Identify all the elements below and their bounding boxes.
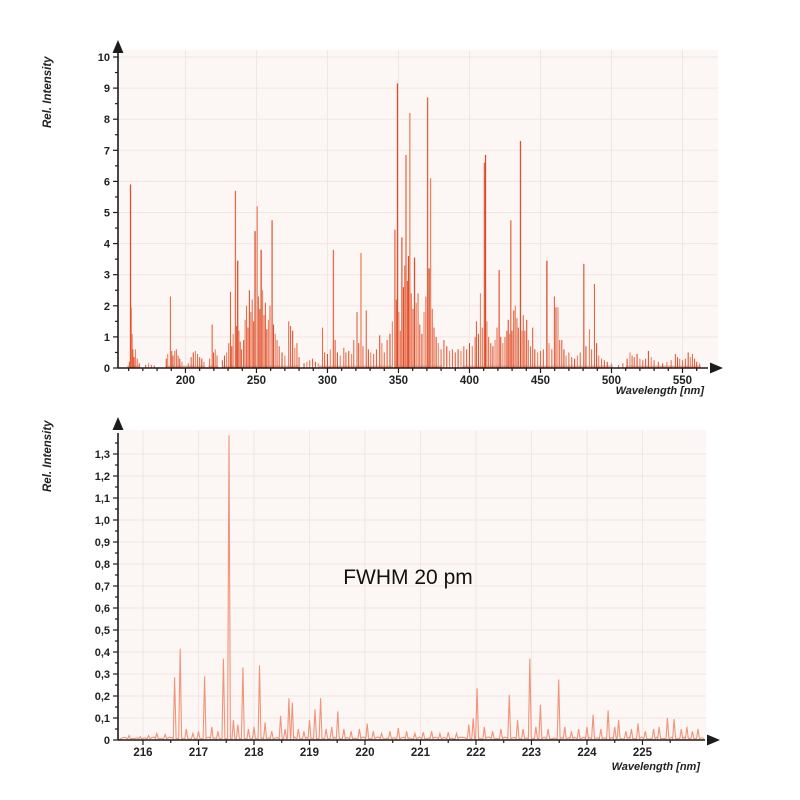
x-axis-title: Wavelength [nm] — [616, 385, 705, 397]
overview-spectrum-svg: 0 1 2 3 4 5 6 7 8 9 10 200 250 300 350 400 450 500 550 Rel.… — [42, 40, 723, 397]
spectrum-lines — [127, 83, 701, 368]
y-tick-label: 8 — [104, 114, 110, 126]
x-tick-label: 223 — [522, 747, 541, 759]
y-tick-label: 0 — [104, 735, 110, 747]
y-tick-label: 1,0 — [95, 515, 110, 527]
x-tick-label: 225 — [633, 747, 653, 759]
y-tick-label: 0,4 — [95, 647, 111, 659]
y-tick-label: 3 — [104, 270, 110, 282]
baseline-noise-band — [625, 365, 701, 368]
x-tick-label: 200 — [176, 375, 195, 387]
x-tick-label: 400 — [460, 375, 479, 387]
gridlines — [118, 430, 706, 740]
x-tick-label: 224 — [577, 747, 597, 759]
plot-background — [118, 430, 706, 740]
baseline-noise-band — [165, 365, 206, 368]
y-tick-label: 0,2 — [95, 691, 110, 703]
x-tick-label: 250 — [247, 375, 266, 387]
gridlines — [118, 50, 718, 368]
y-tick-label: 0,7 — [95, 581, 110, 593]
y-tick-label: 1 — [104, 332, 110, 344]
y-tick-label: 9 — [104, 83, 110, 95]
detail-spectrum-svg: 0 0,1 0,2 0,3 0,4 0,5 0,6 0,7 0,8 0,9 1,0 1,1 1,2 1,3… — [42, 417, 720, 773]
y-tick-label: 1,2 — [95, 471, 110, 483]
tick-labels: 0 0,1 0,2 0,3 0,4 0,5 0,6 0,7 0,8 0,9 1,0 1,1 1,2 1,3… — [95, 449, 653, 759]
x-tick-label: 221 — [411, 747, 431, 759]
x-tick-label: 500 — [602, 375, 621, 387]
y-tick-label: 2 — [104, 301, 110, 313]
x-tick-label: 217 — [189, 747, 208, 759]
detail-spectrum-chart: 0 0,1 0,2 0,3 0,4 0,5 0,6 0,7 0,8 0,9 1,0 1,1 1,2 1,3… — [0, 400, 800, 800]
y-axis-arrow-icon — [112, 417, 124, 430]
x-tick-label: 218 — [244, 747, 264, 759]
fwhm-annotation: FWHM 20 pm — [343, 566, 473, 589]
x-axis-arrow-icon — [707, 734, 720, 746]
axis-ticks — [113, 442, 671, 745]
x-tick-label: 550 — [673, 375, 692, 387]
y-axis-title: Rel. Intensity — [42, 56, 54, 128]
overview-spectrum-chart: 0 1 2 3 4 5 6 7 8 9 10 200 250 300 350 400 450 500 550 Rel.… — [42, 40, 723, 397]
y-tick-label: 0 — [104, 363, 110, 375]
x-tick-label: 219 — [300, 747, 319, 759]
y-tick-label: 0,6 — [95, 603, 110, 615]
spectrum-trace — [119, 435, 705, 741]
tick-labels: 0 1 2 3 4 5 6 7 8 9 10 200 250 300 350 400 450 500 550 — [98, 52, 692, 387]
y-axis-arrow-icon — [112, 40, 124, 53]
x-tick-label: 216 — [133, 747, 152, 759]
y-tick-label: 0,3 — [95, 669, 110, 681]
x-tick-label: 220 — [355, 747, 374, 759]
baseline-noise-band — [318, 365, 393, 368]
y-tick-label: 0,9 — [95, 537, 110, 549]
y-tick-label: 10 — [98, 52, 110, 64]
x-tick-label: 222 — [466, 747, 485, 759]
y-tick-label: 1,3 — [95, 449, 110, 461]
y-tick-label: 7 — [104, 145, 110, 157]
y-tick-label: 5 — [104, 208, 110, 220]
x-axis-title: Wavelength [nm] — [612, 761, 701, 773]
y-tick-label: 4 — [104, 239, 111, 251]
x-tick-label: 300 — [318, 375, 337, 387]
y-axis-title: Rel. Intensity — [42, 420, 54, 492]
y-tick-label: 6 — [104, 176, 110, 188]
y-tick-label: 0,5 — [95, 625, 110, 637]
y-tick-label: 0,1 — [95, 713, 110, 725]
x-axis-arrow-icon — [710, 362, 723, 374]
axis-ticks — [113, 56, 712, 373]
y-tick-label: 0,8 — [95, 559, 110, 571]
y-tick-label: 1,1 — [95, 493, 110, 505]
x-tick-label: 450 — [531, 375, 550, 387]
x-tick-label: 350 — [389, 375, 408, 387]
